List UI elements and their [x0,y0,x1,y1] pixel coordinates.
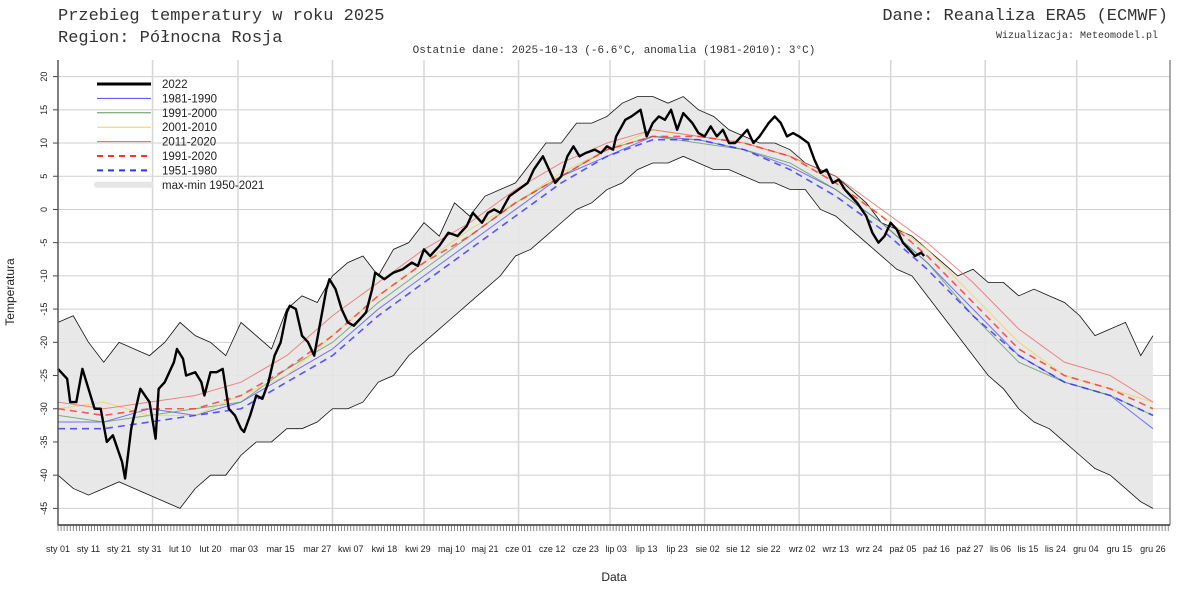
x-tick-label: gru 15 [1107,544,1133,554]
x-tick-label: sie 22 [757,544,781,554]
last-data-label: Ostatnie dane: 2025-10-13 (-6.6°C, anoma… [413,45,816,57]
x-tick-label: lis 24 [1045,544,1066,554]
axes: 20 15 10 5 0 -5 -10 -15 -20 -25 -30 -35 -40 -45 sty 01… [39,60,1171,554]
x-tick-label: wrz 02 [788,544,816,554]
credit-label: Wizualizacja: Meteomodel.pl [996,30,1158,42]
y-tick-label: -40 [39,469,49,482]
x-tick-label: lip 13 [636,544,658,554]
y-tick-label: -25 [39,369,49,382]
y-tick-label: -10 [39,269,49,282]
x-tick-label: kwi 18 [372,544,398,554]
x-tick-label: paź 27 [956,544,983,554]
series-line-1991-2020 [57,135,1154,417]
x-tick-label: paź 16 [923,544,950,554]
x-tick-label: gru 04 [1073,544,1099,554]
x-axis-label: Data [601,570,627,584]
series-group [57,108,1154,480]
x-tick-label: maj 10 [438,544,465,554]
x-tick-label: wrz 24 [855,544,883,554]
legend-label: 2022 [162,79,188,91]
envelope-max-line [57,96,1154,363]
x-tick-label: kwi 29 [405,544,431,554]
legend-label: 1991-2000 [162,108,217,120]
y-tick-label: -30 [39,402,49,415]
y-tick-label: 5 [39,174,49,179]
x-tick-label: gru 26 [1140,544,1166,554]
x-tick-label: wrz 13 [821,544,849,554]
legend-label: max-min 1950-2021 [162,180,264,192]
envelope-fill [58,96,1153,509]
legend-label: 2001-2010 [162,122,217,134]
y-tick-label: 20 [39,72,49,82]
y-tick-label: -45 [39,502,49,515]
envelope-band [57,96,1154,509]
x-tick-label: lut 20 [199,544,221,554]
series-line-2011-2020 [57,129,1154,410]
legend-label: 1981-1990 [162,93,217,105]
x-tick-label: lis 06 [990,544,1011,554]
legend: 2022 1981-1990 1991-2000 2001-2010 2011-2020… [94,79,264,192]
x-tick-label: cze 12 [539,544,566,554]
x-tick-label: maj 21 [471,544,498,554]
x-tick-label: sie 02 [696,544,720,554]
y-tick-label: 0 [39,207,49,212]
x-tick-label: sie 12 [726,544,750,554]
x-tick-label: sty 01 [46,544,70,554]
envelope-min-line [57,155,1154,509]
x-tick-label: paź 05 [889,544,916,554]
x-tick-label: cze 23 [572,544,599,554]
x-tick-label: cze 01 [505,544,532,554]
y-tick-label: -15 [39,303,49,316]
x-tick-label: sty 21 [107,544,131,554]
x-tick-label: mar 27 [303,544,331,554]
x-tick-label: lut 10 [169,544,191,554]
x-tick-label: kwi 07 [338,544,364,554]
series-line-1951-1980 [58,138,1154,430]
legend-label: 2011-2020 [162,137,216,149]
x-minor-ticks [57,525,1169,531]
x-tick-label: mar 15 [267,544,295,554]
y-tick-label: -35 [39,435,49,448]
legend-label: 1951-1980 [162,165,217,177]
y-tick-label: -20 [39,336,49,349]
y-axis-label: Temperatura [3,258,17,326]
x-tick-label: lis 15 [1017,544,1038,554]
x-tick-label: sty 31 [137,544,161,554]
legend-label: 1991-2020 [162,151,217,163]
x-tick-label: sty 11 [77,544,100,554]
series-line-2022 [57,108,926,480]
data-source: Dane: Reanaliza ERA5 (ECMWF) [882,7,1168,26]
x-tick-label: lip 03 [605,544,627,554]
chart-title: Przebieg temperatury w roku 2025 [58,7,384,26]
y-tick-label: 10 [39,138,49,148]
y-tick-label: 15 [39,105,49,115]
region-label: Region: Północna Rosja [58,29,282,48]
x-tick-label: mar 03 [230,544,258,554]
x-tick-label: lip 23 [666,544,688,554]
y-tick-label: -5 [39,239,49,247]
